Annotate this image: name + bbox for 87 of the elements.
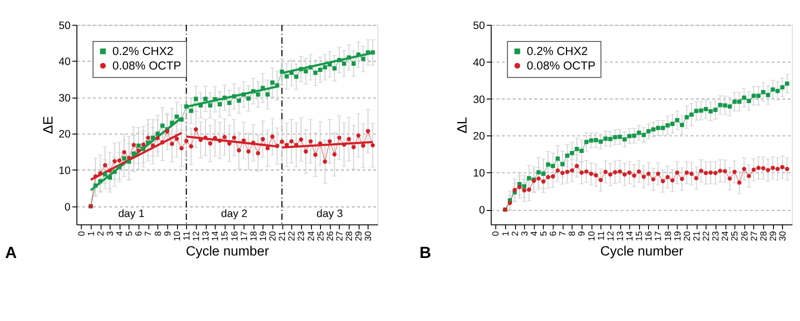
x-tick-label: 26 xyxy=(739,231,750,242)
x-tick-label: 25 xyxy=(315,231,326,242)
y-tick-label: 50 xyxy=(472,20,485,32)
y-tick-label: 10 xyxy=(58,165,71,178)
x-tick-label: 30 xyxy=(777,231,788,242)
x-tick-label: 29 xyxy=(354,231,364,242)
x-tick-label: 20 xyxy=(682,231,692,242)
x-tick-label: 9 xyxy=(576,231,587,236)
x-tick-label: 14 xyxy=(210,231,220,242)
x-tick-label: 12 xyxy=(605,231,616,242)
x-tick-label: 29 xyxy=(768,231,778,242)
x-tick-label: 21 xyxy=(277,231,288,242)
x-tick-label: 6 xyxy=(548,231,558,236)
x-tick-label: 1 xyxy=(500,231,510,236)
x-tick-label: 23 xyxy=(710,231,721,242)
x-tick-label: 7 xyxy=(558,231,568,236)
x-tick-label: 16 xyxy=(229,231,240,242)
x-axis-title: Cycle number xyxy=(186,244,270,259)
x-tick-label: 10 xyxy=(586,231,596,242)
y-tick-label: 30 xyxy=(58,92,71,104)
x-tick-label: 3 xyxy=(105,231,116,236)
y-tick-label: 10 xyxy=(472,168,485,180)
annotation: day 3 xyxy=(316,208,343,220)
x-tick-label: 11 xyxy=(181,231,192,240)
y-axis-title: ΔE xyxy=(40,116,56,134)
x-tick-label: 19 xyxy=(672,231,682,242)
y-tick-label: 30 xyxy=(472,94,485,106)
x-tick-label: 23 xyxy=(296,231,306,242)
text: B xyxy=(419,244,432,262)
x-tick-label: 5 xyxy=(538,231,549,236)
legend-label: 0.08% OCTP xyxy=(112,59,182,72)
text: A xyxy=(5,244,18,262)
x-tick-label: 25 xyxy=(730,231,740,242)
x-tick-label: 21 xyxy=(691,231,702,242)
annotation: day 2 xyxy=(220,208,248,220)
x-tick-label: 27 xyxy=(334,231,344,242)
x-tick-label: 19 xyxy=(258,231,268,242)
y-tick-label: 40 xyxy=(472,56,485,69)
x-tick-label: 13 xyxy=(614,231,625,242)
x-tick-label: 13 xyxy=(200,231,211,242)
x-tick-label: 11 xyxy=(596,231,606,240)
legend-label: 0.2% CHX2 xyxy=(526,44,588,58)
y-axis-title: ΔL xyxy=(454,116,470,134)
x-tick-label: 14 xyxy=(624,231,635,242)
x-tick-label: 28 xyxy=(344,231,354,242)
y-tick-label: 20 xyxy=(58,128,71,141)
x-tick-label: 4 xyxy=(114,231,125,236)
x-tick-label: 24 xyxy=(720,231,730,242)
x-tick-label: 10 xyxy=(172,231,182,242)
x-tick-label: 22 xyxy=(286,231,297,242)
x-tick-label: 0 xyxy=(76,231,86,236)
x-tick-label: 0 xyxy=(490,231,501,236)
x-tick-label: 12 xyxy=(191,231,202,242)
x-tick-label: 17 xyxy=(238,231,249,242)
x-tick-label: 2 xyxy=(95,231,106,236)
x-tick-label: 18 xyxy=(248,231,258,242)
x-tick-label: 4 xyxy=(528,231,539,236)
legend-label: 0.2% CHX2 xyxy=(112,44,174,58)
x-tick-label: 5 xyxy=(124,231,134,236)
x-tick-label: 9 xyxy=(162,231,172,236)
y-tick-label: 0 xyxy=(478,204,485,217)
x-tick-label: 20 xyxy=(268,231,278,242)
x-tick-label: 3 xyxy=(519,231,530,236)
x-tick-label: 17 xyxy=(653,231,664,242)
y-tick-label: 50 xyxy=(58,20,71,32)
x-tick-label: 27 xyxy=(748,231,759,242)
x-tick-label: 28 xyxy=(758,231,768,242)
x-tick-label: 6 xyxy=(134,231,144,236)
x-tick-label: 2 xyxy=(510,231,520,236)
legend-label: 0.08% OCTP xyxy=(526,59,596,72)
x-tick-label: 18 xyxy=(662,231,673,242)
x-tick-label: 15 xyxy=(220,231,230,242)
y-tick-label: 0 xyxy=(64,201,71,214)
x-tick-label: 26 xyxy=(324,231,335,242)
y-tick-label: 40 xyxy=(58,56,71,68)
x-tick-label: 15 xyxy=(634,231,644,242)
x-tick-label: 8 xyxy=(567,231,578,236)
x-tick-label: 22 xyxy=(701,231,712,242)
x-tick-label: 30 xyxy=(363,231,374,242)
annotation: day 1 xyxy=(118,208,145,220)
x-tick-label: 7 xyxy=(143,231,154,236)
x-tick-label: 8 xyxy=(152,231,163,236)
x-tick-label: 24 xyxy=(306,231,316,242)
x-tick-label: 1 xyxy=(86,231,96,236)
y-tick-label: 20 xyxy=(472,130,485,143)
x-axis-title: Cycle number xyxy=(600,244,684,259)
x-tick-label: 16 xyxy=(644,231,654,242)
